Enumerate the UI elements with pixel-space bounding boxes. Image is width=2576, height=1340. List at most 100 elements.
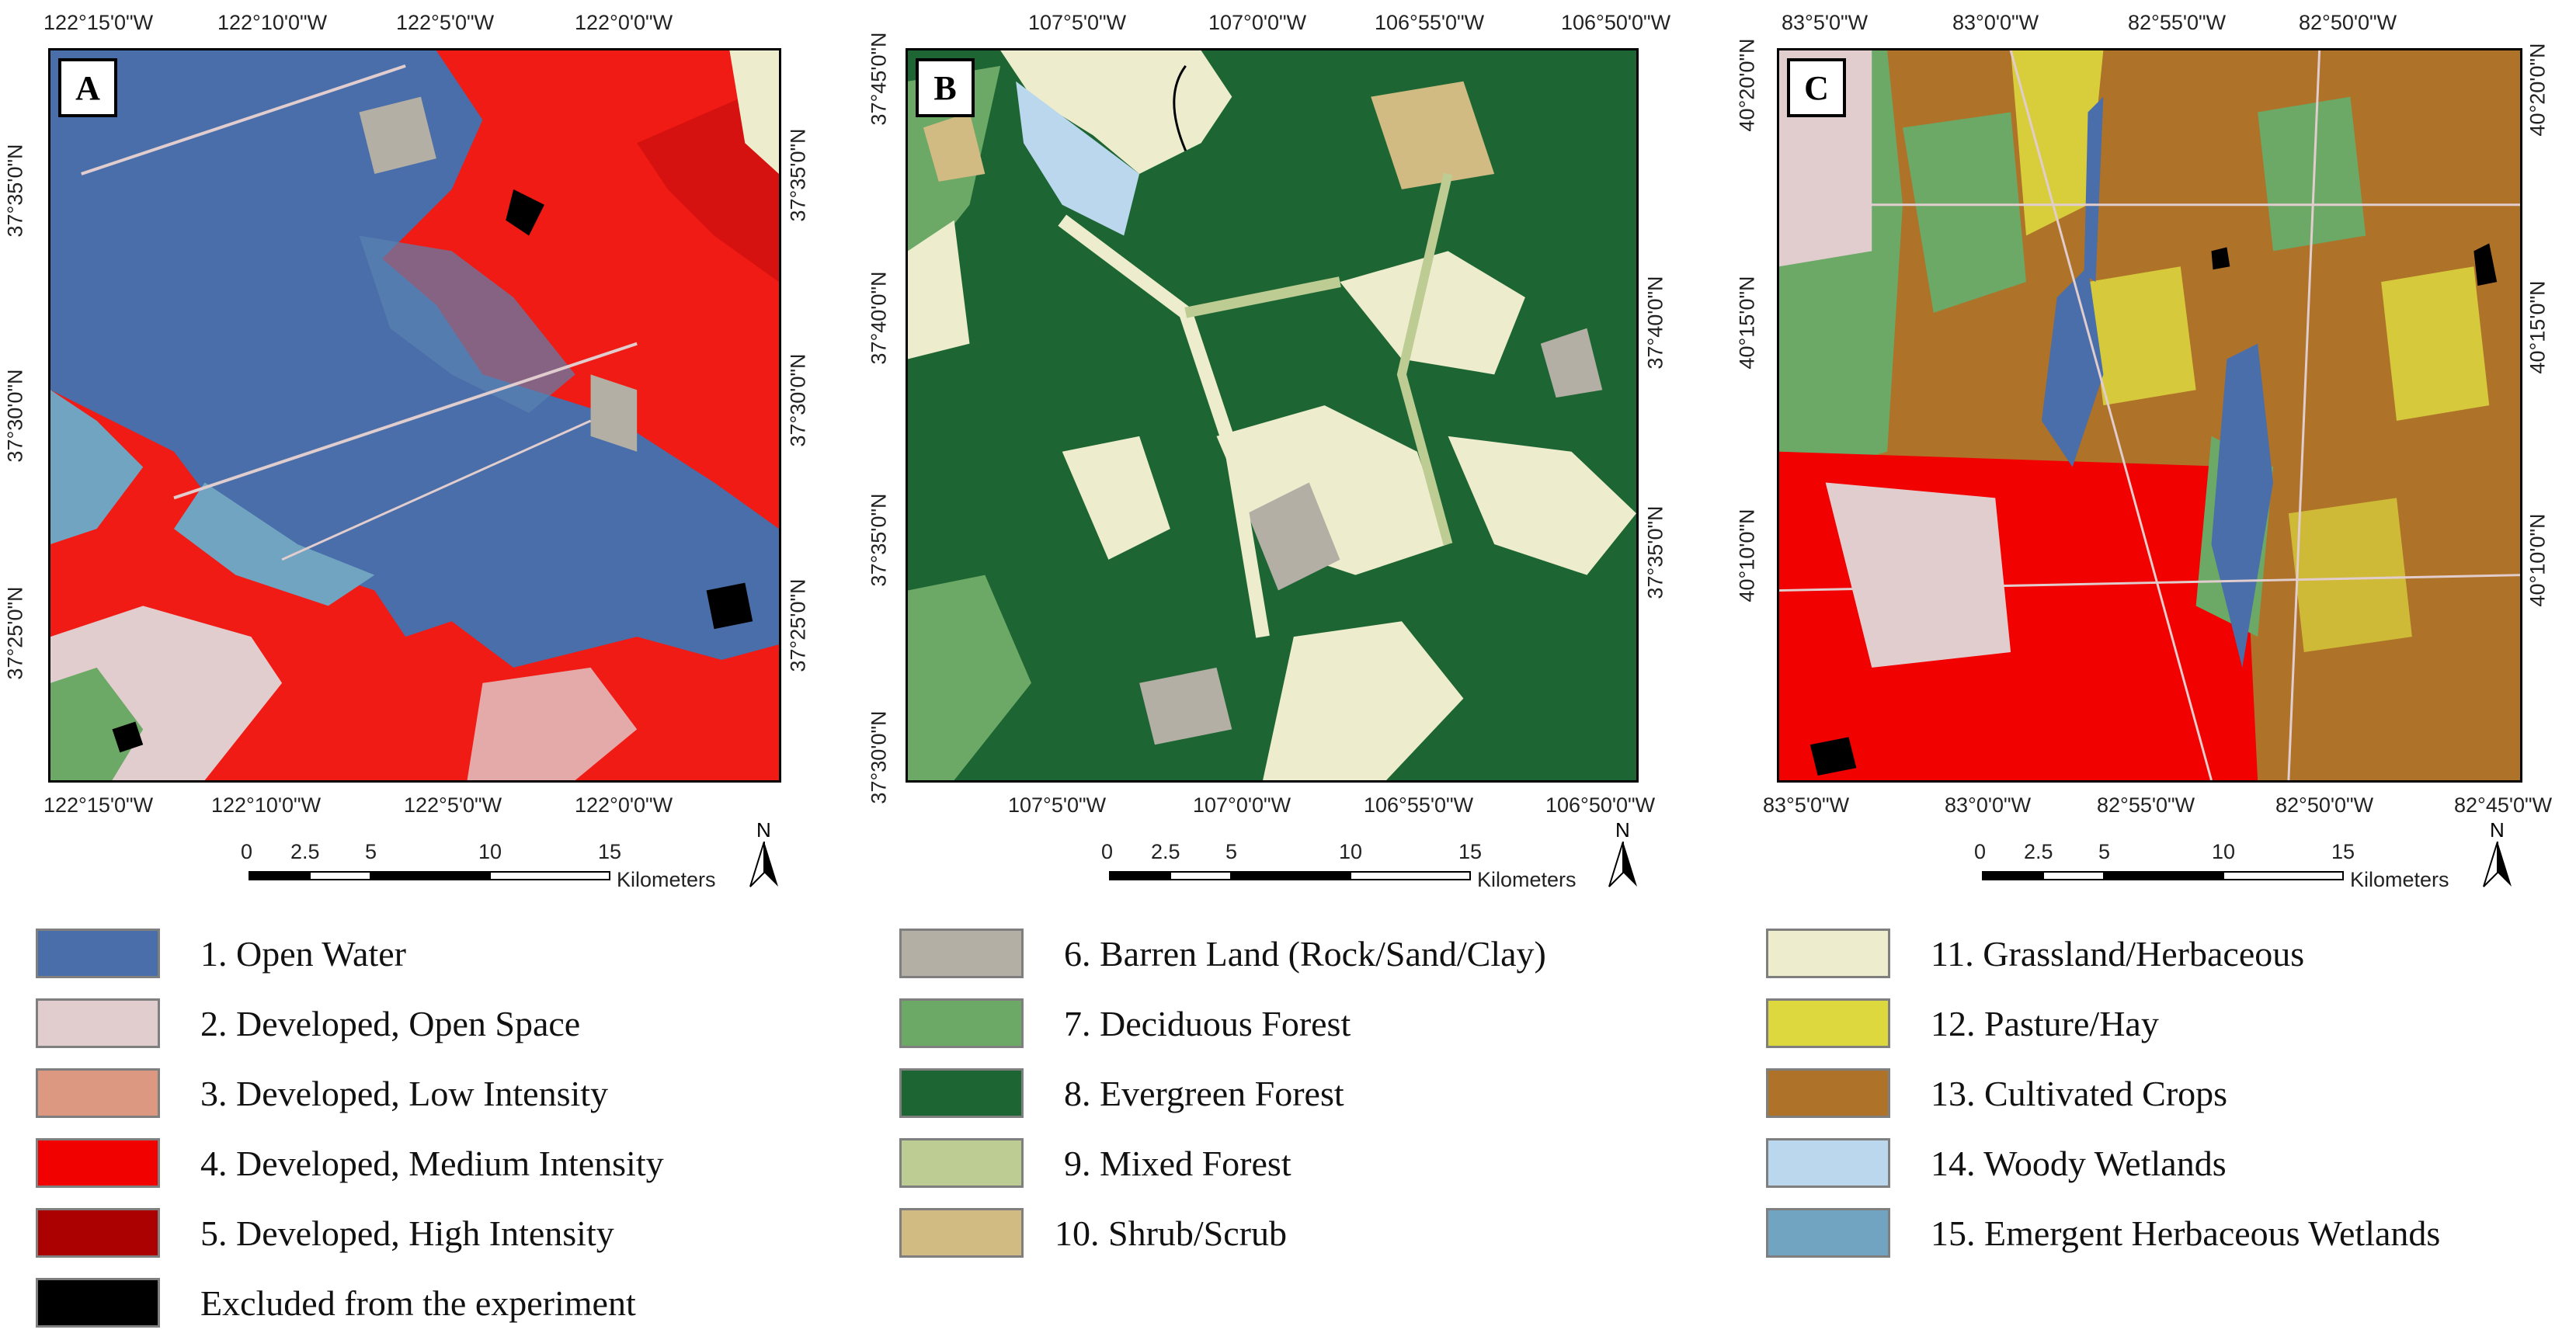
legend-item: 2. Developed, Open Space <box>36 998 580 1048</box>
top-tick: 106°50'0"W <box>1561 11 1671 34</box>
top-tick: 106°55'0"W <box>1375 11 1485 34</box>
legend-item: 9. Mixed Forest <box>899 1138 1291 1188</box>
legend-label: 9. Mixed Forest <box>1064 1143 1291 1183</box>
bottom-tick: 83°0'0"W <box>1945 793 2032 817</box>
legend-swatch <box>1766 998 1890 1048</box>
legend-label: 10. Shrub/Scrub <box>1055 1213 1287 1253</box>
legend-swatch <box>899 1208 1024 1258</box>
legend-item: 8. Evergreen Forest <box>899 1068 1344 1118</box>
top-tick: 122°15'0"W <box>43 11 154 34</box>
legend-swatch <box>1766 929 1890 978</box>
bottom-tick: 106°50'0"W <box>1545 793 1656 817</box>
north-arrow-icon: N <box>2480 818 2515 888</box>
scale-unit: Kilometers <box>2350 868 2449 891</box>
right-tick: 37°35'0"N <box>1643 505 1667 599</box>
legend-swatch <box>36 1278 160 1328</box>
scale-label: 2.5 <box>1151 840 1180 863</box>
legend-swatch <box>1766 1068 1890 1118</box>
top-tick: 83°5'0"W <box>1782 11 1869 34</box>
map-b: B <box>906 48 1639 783</box>
top-tick: 122°10'0"W <box>217 11 328 34</box>
left-tick: 40°10'0"N <box>1735 509 1759 602</box>
right-tick: 37°30'0"N <box>786 353 810 447</box>
left-tick: 40°15'0"N <box>1735 276 1759 370</box>
bottom-tick: 107°5'0"W <box>1008 793 1107 817</box>
north-label: N <box>756 818 771 842</box>
map-a: A <box>48 48 781 783</box>
legend-label: 14. Woody Wetlands <box>1931 1143 2227 1183</box>
legend-label: 3. Developed, Low Intensity <box>200 1073 609 1113</box>
map-a-raster <box>50 50 779 780</box>
legend-label: Excluded from the experiment <box>200 1283 636 1323</box>
left-tick: 37°40'0"N <box>867 271 891 365</box>
scale-label: 5 <box>2098 840 2111 863</box>
legend-label: 4. Developed, Medium Intensity <box>200 1143 664 1183</box>
legend-swatch <box>1766 1138 1890 1188</box>
legend-swatch <box>36 998 160 1048</box>
bottom-tick: 107°0'0"W <box>1193 793 1291 817</box>
legend-item: 1. Open Water <box>36 929 406 978</box>
legend-label: 7. Deciduous Forest <box>1064 1003 1351 1043</box>
scale-label: 15 <box>2331 840 2355 863</box>
scale-label: 2.5 <box>2024 840 2053 863</box>
legend-item: 14. Woody Wetlands <box>1766 1138 2227 1188</box>
legend-swatch <box>899 1068 1024 1118</box>
bottom-tick: 106°55'0"W <box>1364 793 1474 817</box>
bottom-tick: 122°10'0"W <box>211 793 322 817</box>
panel-letter: B <box>916 58 975 117</box>
north-arrow-icon: N <box>747 818 781 888</box>
legend-swatch <box>1766 1208 1890 1258</box>
legend-item: 5. Developed, High Intensity <box>36 1208 614 1258</box>
bottom-tick: 122°5'0"W <box>404 793 502 817</box>
left-tick: 40°20'0"N <box>1735 38 1759 132</box>
legend-item: 4. Developed, Medium Intensity <box>36 1138 664 1188</box>
legend-label: 1. Open Water <box>200 933 406 974</box>
legend-item: 12. Pasture/Hay <box>1766 998 2159 1048</box>
legend-label: 2. Developed, Open Space <box>200 1003 581 1043</box>
legend-label: 13. Cultivated Crops <box>1931 1073 2228 1113</box>
legend-swatch <box>899 1138 1024 1188</box>
legend-item: 15. Emergent Herbaceous Wetlands <box>1766 1208 2440 1258</box>
legend-item: 11. Grassland/Herbaceous <box>1766 929 2304 978</box>
top-tick: 107°5'0"W <box>1028 11 1127 34</box>
bottom-tick: 122°0'0"W <box>575 793 673 817</box>
scale-label: 10 <box>478 840 502 863</box>
legend-label: 8. Evergreen Forest <box>1064 1073 1344 1113</box>
legend-label: 11. Grassland/Herbaceous <box>1931 933 2305 974</box>
scale-label: 15 <box>1458 840 1483 863</box>
legend-item: 13. Cultivated Crops <box>1766 1068 2227 1118</box>
scale-label: 2.5 <box>290 840 320 863</box>
legend-label: 12. Pasture/Hay <box>1931 1003 2159 1043</box>
right-tick: 37°25'0"N <box>786 578 810 672</box>
top-tick: 122°5'0"W <box>396 11 495 34</box>
right-tick: 40°15'0"N <box>2526 280 2550 374</box>
legend-swatch <box>36 1068 160 1118</box>
legend-item: 7. Deciduous Forest <box>899 998 1351 1048</box>
left-tick: 37°45'0"N <box>867 32 891 126</box>
bottom-tick: 82°55'0"W <box>2097 793 2195 817</box>
left-tick: 37°35'0"N <box>867 493 891 587</box>
scale-label: 10 <box>2212 840 2236 863</box>
legend-swatch <box>899 998 1024 1048</box>
bottom-tick: 83°5'0"W <box>1763 793 1850 817</box>
legend-item: 3. Developed, Low Intensity <box>36 1068 608 1118</box>
legend-swatch <box>36 1208 160 1258</box>
scale-label: 10 <box>1339 840 1363 863</box>
scale-label: 0 <box>241 840 253 863</box>
top-tick: 107°0'0"W <box>1208 11 1307 34</box>
bottom-tick: 122°15'0"W <box>43 793 154 817</box>
map-b-raster <box>908 50 1636 780</box>
top-tick: 83°0'0"W <box>1952 11 2039 34</box>
north-label: N <box>2490 818 2505 842</box>
legend-item: 6. Barren Land (Rock/Sand/Clay) <box>899 929 1546 978</box>
bottom-tick: 82°50'0"W <box>2275 793 2374 817</box>
scale-bar: 0 2.5 5 10 15 Kilometers <box>1101 840 1598 891</box>
top-tick: 82°50'0"W <box>2299 11 2397 34</box>
legend-swatch <box>36 1138 160 1188</box>
top-tick: 82°55'0"W <box>2128 11 2227 34</box>
legend-label: 6. Barren Land (Rock/Sand/Clay) <box>1064 933 1546 974</box>
scale-label: 0 <box>1974 840 1987 863</box>
legend-swatch <box>36 929 160 978</box>
scale-label: 15 <box>598 840 622 863</box>
map-c: C <box>1777 48 2522 783</box>
